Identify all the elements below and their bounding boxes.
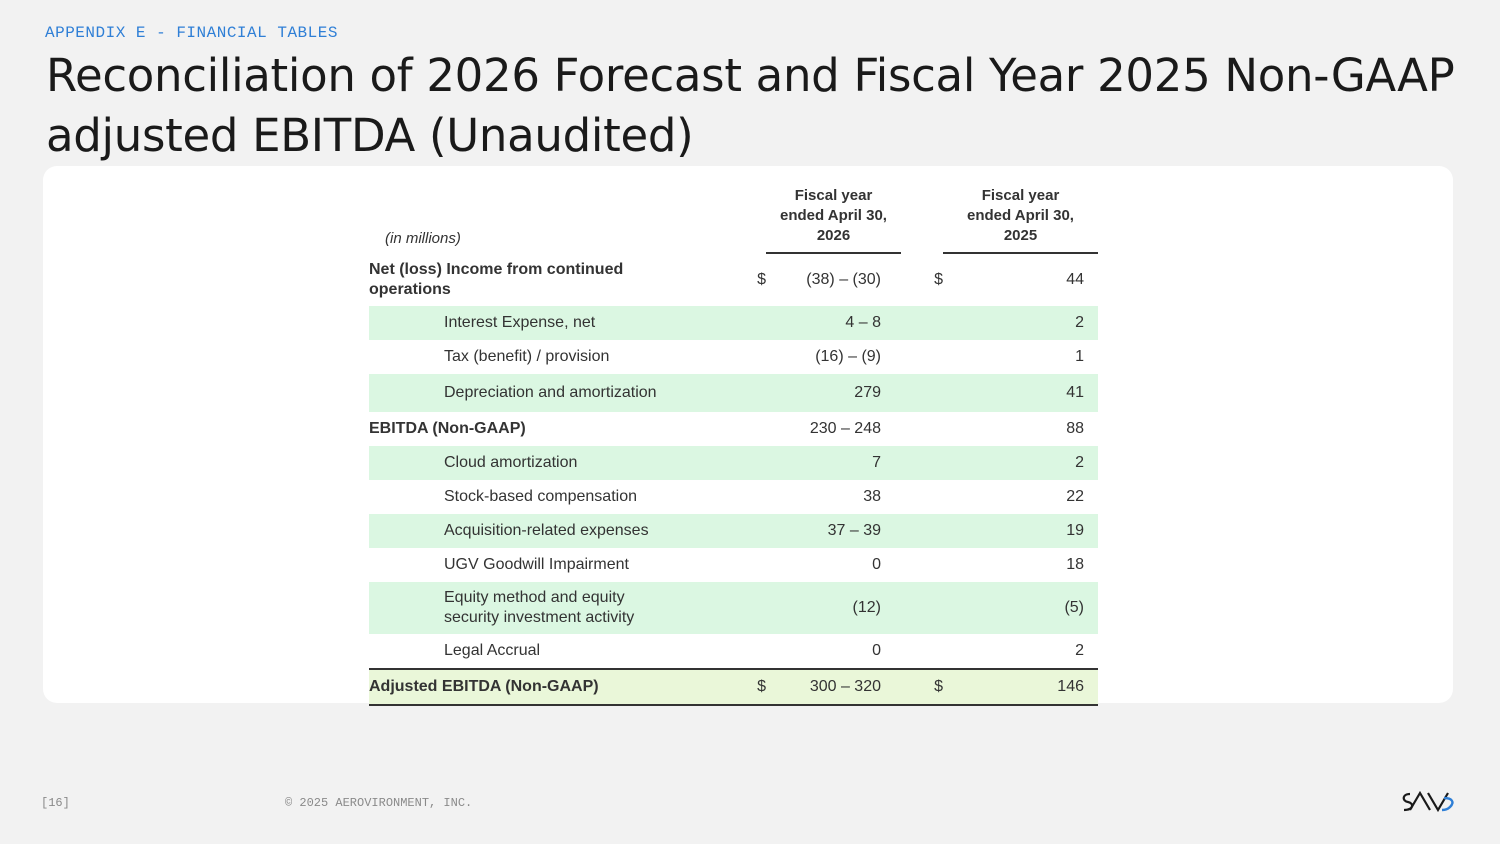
page-title: Reconciliation of 2026 Forecast and Fisc… [46,49,1455,162]
section-eyebrow: APPENDIX E - FINANCIAL TABLES [45,24,338,42]
table-row: Depreciation and amortization 279 41 [369,374,1098,412]
row-label-net-income: Net (loss) Income from continued operati… [369,253,724,306]
row-label: Depreciation and amortization [369,374,724,412]
header-line: ended April 30, [967,207,1074,224]
value-fy2026: 0 [872,556,881,573]
dollar-sign: $ [934,270,943,288]
header-line: ended April 30, [780,207,887,224]
row-label: Tax (benefit) / provision [444,348,610,365]
value-fy2025: 2 [943,306,1098,340]
table-row: Net (loss) Income from continued operati… [369,253,1098,306]
label-line: security investment activity [444,609,635,626]
row-label-ebitda: EBITDA (Non-GAAP) [369,420,526,437]
table-row: UGV Goodwill Impairment 0 18 [369,548,1098,582]
value-fy2025: 41 [943,374,1098,412]
table-row: Legal Accrual 0 2 [369,634,1098,669]
reconciliation-table: (in millions) Fiscal year ended April 30… [369,174,1098,706]
value-fy2026: (12) [766,582,881,634]
label-line: Net (loss) Income from continued [369,260,624,278]
value-fy2025: 19 [943,514,1098,548]
value-fy2025: 22 [1066,488,1084,505]
row-label: Legal Accrual [444,642,541,659]
row-label: Equity method and equity security invest… [369,582,724,634]
table-row: Equity method and equity security invest… [369,582,1098,634]
label-line: operations [369,280,451,298]
value-fy2026: 230 – 248 [809,420,881,437]
header-line: 2025 [1003,227,1038,244]
value-fy2025: 18 [1066,556,1084,573]
value-fy2025: 88 [1066,420,1084,437]
header-line: Fiscal year [981,187,1060,204]
value-fy2025: 1 [1075,348,1084,365]
value-fy2026: 7 [766,446,881,480]
value-fy2026: 279 [766,374,881,412]
column-header-fy2025: Fiscal year ended April 30, 2025 [943,174,1098,254]
table-row-total: Adjusted EBITDA (Non-GAAP) $ 300 – 320 $… [369,668,1098,706]
page-number: [16] [41,796,70,810]
copyright-notice: © 2025 AEROVIRONMENT, INC. [285,796,473,810]
table-row: Stock-based compensation 38 22 [369,480,1098,514]
value-fy2026: 38 [863,488,881,505]
column-header-fy2026: Fiscal year ended April 30, 2026 [766,174,901,254]
table-row: Interest Expense, net 4 – 8 2 [369,306,1098,340]
av-logo-icon [1402,790,1454,813]
table-card: (in millions) Fiscal year ended April 30… [43,166,1453,706]
dollar-sign: $ [757,270,766,288]
value-fy2026: 37 – 39 [766,514,881,548]
value-fy2026: 0 [872,642,881,659]
table-row: EBITDA (Non-GAAP) 230 – 248 88 [369,412,1098,446]
dollar-sign: $ [724,668,766,706]
value-fy2025: 44 [1066,271,1084,288]
value-fy2026: 300 – 320 [766,668,881,706]
row-label-adjusted-ebitda: Adjusted EBITDA (Non-GAAP) [369,668,724,706]
table-row: Acquisition-related expenses 37 – 39 19 [369,514,1098,548]
label-line: Equity method and equity [444,589,625,606]
value-fy2026: (38) – (30) [806,271,881,288]
row-label: Stock-based compensation [444,488,637,505]
units-label: (in millions) [385,230,461,247]
value-fy2025: 146 [943,668,1098,706]
header-line: Fiscal year [794,187,873,204]
table-row: Tax (benefit) / provision (16) – (9) 1 [369,340,1098,374]
row-label: Cloud amortization [369,446,724,480]
table-header-row: (in millions) Fiscal year ended April 30… [369,174,1098,254]
dollar-sign: $ [901,668,943,706]
value-fy2025: (5) [943,582,1098,634]
value-fy2026: 4 – 8 [766,306,881,340]
row-label: Interest Expense, net [369,306,724,340]
value-fy2025: 2 [1075,642,1084,659]
value-fy2025: 2 [943,446,1098,480]
header-line: 2026 [816,227,851,244]
row-label: UGV Goodwill Impairment [444,556,629,573]
value-fy2026: (16) – (9) [815,348,881,365]
table-row: Cloud amortization 7 2 [369,446,1098,480]
row-label: Acquisition-related expenses [369,514,724,548]
